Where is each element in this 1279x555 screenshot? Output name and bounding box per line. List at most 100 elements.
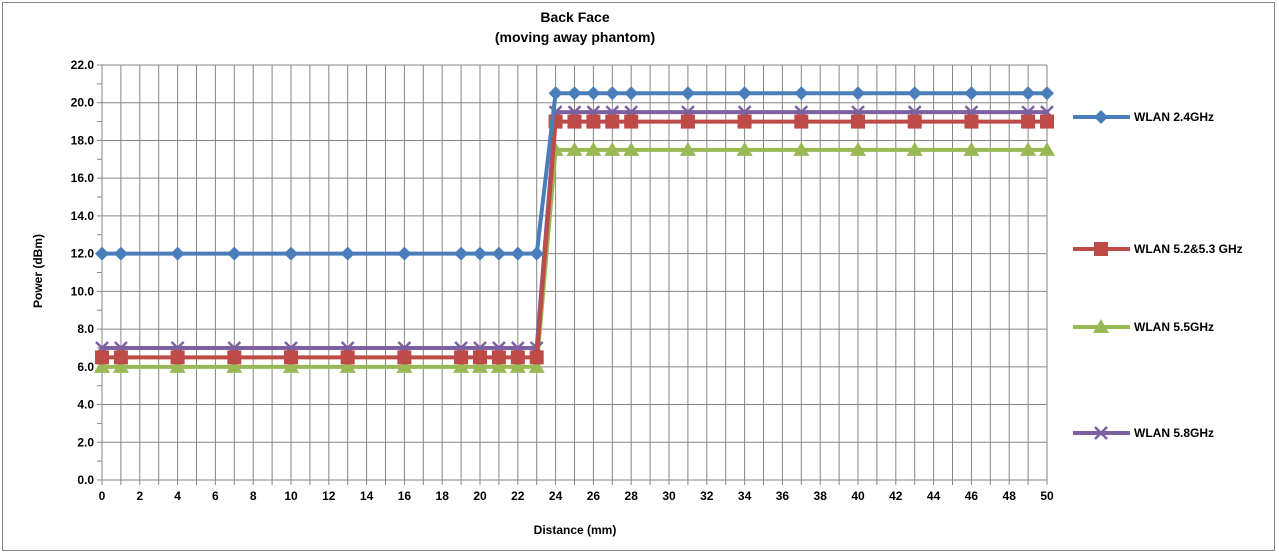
- data-point: [624, 86, 639, 101]
- x-tick-label: 38: [814, 489, 828, 503]
- x-tick-label: 0: [99, 489, 106, 503]
- data-point: [397, 350, 412, 365]
- x-tick-label: 36: [776, 489, 790, 503]
- x-tick-label: 14: [360, 489, 374, 503]
- y-tick-label: 6.0: [77, 360, 94, 374]
- x-tick-label: 48: [1003, 489, 1017, 503]
- data-point: [454, 246, 469, 261]
- x-tick-label: 24: [549, 489, 563, 503]
- data-point: [472, 358, 488, 373]
- data-point: [586, 86, 601, 101]
- y-tick-label: 18.0: [71, 133, 95, 147]
- series-layer: [94, 86, 1055, 373]
- data-point: [1021, 86, 1036, 101]
- data-point: [227, 350, 242, 365]
- x-tick-label: 30: [662, 489, 676, 503]
- data-point: [1021, 114, 1036, 129]
- data-point: [170, 350, 185, 365]
- data-point: [1039, 141, 1055, 156]
- chart-title: Back Face: [540, 9, 609, 25]
- data-point: [851, 86, 865, 101]
- data-point: [1094, 242, 1108, 256]
- data-point: [284, 246, 298, 261]
- data-point: [907, 86, 922, 101]
- y-tick-label: 8.0: [77, 322, 94, 336]
- data-point: [737, 114, 752, 129]
- legend: WLAN 2.4GHz WLAN 5.2&5.3 GHz WLAN 5.5GHz WL…: [1073, 110, 1243, 440]
- data-point: [283, 358, 299, 373]
- legend-label: WLAN 2.4GHz: [1134, 110, 1214, 124]
- data-point: [906, 141, 923, 156]
- y-axis-ticks: 0.0 2.0 4.0 6.0 8.0 10.0 12.0 14.0 16.0 18.0 20.0 2…: [71, 58, 95, 487]
- y-tick-label: 4.0: [77, 398, 94, 412]
- series-wlan-2-4ghz: [95, 86, 1054, 261]
- x-tick-label: 28: [625, 489, 639, 503]
- data-point: [794, 86, 809, 101]
- y-tick-label: 16.0: [71, 171, 95, 185]
- data-point: [793, 141, 810, 156]
- x-tick-label: 12: [322, 489, 336, 503]
- data-point: [529, 350, 544, 365]
- chart-subtitle: (moving away phantom): [495, 29, 655, 45]
- legend-item: WLAN 5.2&5.3 GHz: [1073, 242, 1243, 256]
- data-point: [529, 246, 544, 261]
- data-point: [624, 114, 639, 129]
- x-tick-label: 18: [436, 489, 450, 503]
- x-tick-label: 26: [587, 489, 601, 503]
- data-point: [340, 246, 355, 261]
- data-point: [491, 246, 506, 261]
- x-tick-label: 20: [473, 489, 487, 503]
- x-tick-label: 4: [174, 489, 181, 503]
- data-point: [1093, 319, 1109, 333]
- data-point: [964, 86, 979, 101]
- data-point: [736, 141, 753, 156]
- data-point: [586, 114, 601, 129]
- data-point: [1040, 114, 1054, 129]
- data-point: [397, 246, 412, 261]
- x-tick-label: 22: [511, 489, 525, 503]
- y-tick-label: 0.0: [77, 473, 94, 487]
- y-axis-label: Power (dBm): [31, 234, 45, 308]
- x-tick-label: 44: [927, 489, 941, 503]
- data-point: [585, 141, 602, 156]
- x-tick-label: 40: [851, 489, 865, 503]
- data-point: [850, 141, 866, 156]
- x-tick-label: 32: [700, 489, 714, 503]
- data-point: [604, 141, 621, 156]
- data-point: [226, 358, 243, 373]
- x-tick-label: 2: [136, 489, 143, 503]
- data-point: [964, 114, 979, 129]
- legend-label: WLAN 5.5GHz: [1134, 320, 1214, 334]
- data-point: [113, 246, 128, 261]
- data-point: [284, 350, 298, 365]
- data-point: [680, 114, 695, 129]
- data-point: [227, 246, 242, 261]
- data-point: [623, 141, 640, 156]
- data-point: [473, 246, 487, 261]
- data-point: [339, 358, 356, 373]
- data-point: [566, 141, 583, 156]
- data-point: [1020, 141, 1037, 156]
- series-wlan-5-2-5-3-ghz: [95, 114, 1054, 365]
- x-tick-label: 6: [212, 489, 219, 503]
- data-point: [473, 350, 487, 365]
- data-point: [454, 350, 469, 365]
- legend-label: WLAN 5.2&5.3 GHz: [1134, 242, 1243, 256]
- data-point: [396, 358, 413, 373]
- data-point: [567, 114, 582, 129]
- data-point: [112, 358, 129, 373]
- axes: [97, 64, 1048, 485]
- data-point: [170, 246, 185, 261]
- data-point: [1094, 110, 1108, 124]
- data-point: [95, 246, 109, 261]
- legend-label: WLAN 5.8GHz: [1134, 426, 1214, 440]
- x-tick-label: 42: [889, 489, 903, 503]
- data-point: [963, 141, 980, 156]
- gridlines: [102, 64, 1048, 480]
- data-point: [113, 350, 128, 365]
- y-tick-label: 14.0: [71, 209, 95, 223]
- y-tick-label: 2.0: [77, 435, 94, 449]
- data-point: [680, 86, 695, 101]
- data-point: [907, 114, 922, 129]
